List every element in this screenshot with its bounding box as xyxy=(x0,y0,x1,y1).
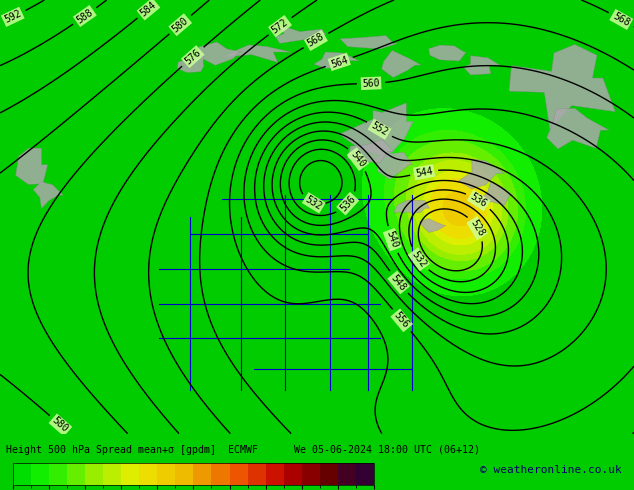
Polygon shape xyxy=(339,103,413,157)
Text: 560: 560 xyxy=(362,78,380,89)
Polygon shape xyxy=(178,57,204,73)
Text: 540: 540 xyxy=(349,149,367,169)
Polygon shape xyxy=(347,140,394,163)
Polygon shape xyxy=(458,159,505,189)
Text: 568: 568 xyxy=(611,11,631,28)
Text: 592: 592 xyxy=(3,8,23,25)
Text: 580: 580 xyxy=(51,416,70,435)
Text: 568: 568 xyxy=(306,32,326,49)
Text: 536: 536 xyxy=(469,192,489,209)
Polygon shape xyxy=(275,24,326,43)
Polygon shape xyxy=(33,182,63,208)
Text: 532: 532 xyxy=(410,249,428,270)
Text: 564: 564 xyxy=(329,54,349,70)
Text: 576: 576 xyxy=(183,47,203,66)
Text: 532: 532 xyxy=(304,194,324,212)
Polygon shape xyxy=(199,42,242,65)
Polygon shape xyxy=(547,108,609,149)
Text: 588: 588 xyxy=(75,7,95,25)
Polygon shape xyxy=(429,45,466,61)
Polygon shape xyxy=(477,181,513,205)
Polygon shape xyxy=(420,219,446,232)
Text: 556: 556 xyxy=(392,310,411,330)
Text: 544: 544 xyxy=(415,166,434,179)
Text: 536: 536 xyxy=(338,194,358,214)
Polygon shape xyxy=(314,52,359,68)
Text: 548: 548 xyxy=(389,272,408,293)
Polygon shape xyxy=(340,36,398,49)
Polygon shape xyxy=(225,45,291,62)
Text: 540: 540 xyxy=(384,230,400,250)
Polygon shape xyxy=(382,50,421,77)
Text: Height 500 hPa Spread mean+σ [gpdm]  ECMWF      We 05-06-2024 18:00 UTC (06+12): Height 500 hPa Spread mean+σ [gpdm] ECMW… xyxy=(6,445,481,455)
Polygon shape xyxy=(464,56,500,75)
Text: 584: 584 xyxy=(138,0,158,19)
Text: 580: 580 xyxy=(171,15,190,34)
Text: 552: 552 xyxy=(370,121,390,138)
Polygon shape xyxy=(16,148,48,184)
Polygon shape xyxy=(376,152,412,179)
Text: 528: 528 xyxy=(469,218,486,238)
Text: © weatheronline.co.uk: © weatheronline.co.uk xyxy=(479,466,621,475)
Polygon shape xyxy=(394,200,429,213)
Text: 572: 572 xyxy=(270,17,290,35)
Polygon shape xyxy=(509,45,615,129)
